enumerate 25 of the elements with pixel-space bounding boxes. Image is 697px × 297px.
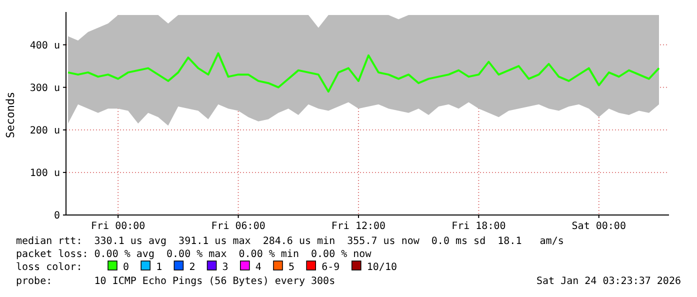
- text: median rtt: 330.1 us avg 391.1 us max 284.6 us min 355.7 us now 0.0 ms sd 18.1 am/s: [16, 236, 564, 247]
- legend-label: 2: [189, 262, 196, 273]
- x-tick-label: Fri 06:00: [211, 221, 266, 232]
- legend-label: 3: [222, 262, 228, 273]
- x-tick-label: Fri 00:00: [90, 221, 146, 232]
- x-tick-label: Fri 12:00: [331, 221, 386, 232]
- text: packet loss: 0.00 % avg 0.00 % max 0.00 % min 0.00 % now: [16, 249, 372, 260]
- legend-label: 0: [123, 262, 130, 273]
- y-tick-label: 0: [54, 210, 60, 222]
- y-tick-label: 200 u: [30, 125, 60, 136]
- legend-label: 1: [156, 262, 162, 273]
- x-tick-label: Sat 00:00: [572, 221, 626, 232]
- y-tick-label: 400 u: [30, 40, 60, 52]
- x-tick-label: Fri 18:00: [452, 221, 506, 232]
- legend-label: 10/10: [366, 262, 398, 273]
- line-series: [67, 52, 660, 93]
- text: Sat Jan 24 03:23:37 2026: [536, 276, 681, 287]
- y-tick-label: 100 u: [30, 168, 60, 179]
- legend-label: 5: [288, 262, 295, 273]
- legend-title: loss color:: [16, 262, 82, 273]
- y-tick-label: 300 u: [30, 82, 60, 94]
- y-axis-title: Seconds: [4, 92, 17, 138]
- legend-label: 4: [255, 262, 262, 273]
- legend-label: 6-9: [322, 262, 340, 273]
- text: probe: 10 ICMP Echo Pings (56 Bytes) every 300s: [16, 276, 336, 287]
